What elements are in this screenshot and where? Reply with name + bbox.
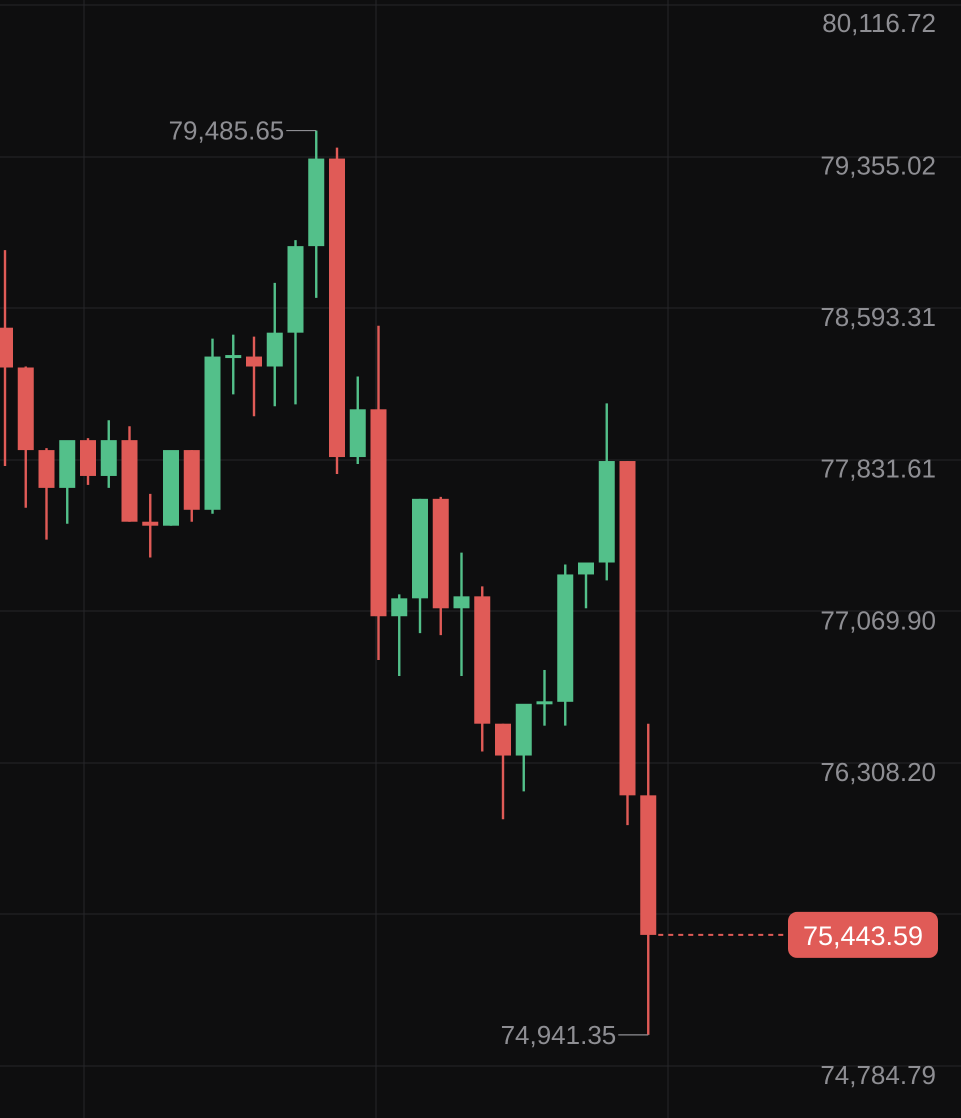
y-tick-label: 74,784.79 — [820, 1060, 936, 1090]
candle-body — [432, 498, 449, 609]
candle — [17, 366, 34, 508]
y-tick-label: 77,831.61 — [820, 454, 936, 484]
candle — [640, 723, 657, 1035]
candle — [59, 440, 76, 524]
y-tick-label: 77,069.90 — [820, 605, 936, 635]
candle — [100, 420, 117, 488]
candle — [453, 552, 470, 676]
candle-body — [536, 701, 553, 705]
candle-body — [391, 598, 408, 617]
candle-body — [412, 498, 428, 599]
candle-body — [453, 596, 470, 609]
candle — [0, 250, 13, 467]
candle — [329, 147, 345, 474]
candle — [287, 240, 304, 405]
candle — [204, 338, 221, 514]
candle-body — [163, 450, 179, 526]
max-price-label: 79,485.65 — [169, 116, 285, 146]
candle-body — [59, 440, 76, 488]
candle — [38, 448, 55, 540]
last-price-label: 75,443.59 — [803, 921, 923, 951]
candle — [308, 130, 325, 298]
candle — [432, 496, 449, 636]
candle-body — [100, 440, 117, 476]
candle — [266, 282, 283, 407]
candle-body — [0, 327, 13, 368]
candle — [474, 586, 491, 752]
candle-body — [246, 356, 262, 367]
candle-body — [515, 703, 532, 756]
candle-body — [329, 158, 345, 458]
candle-body — [38, 450, 55, 488]
candle — [412, 498, 428, 634]
candle — [80, 438, 96, 485]
candle-body — [204, 356, 221, 510]
candle — [619, 461, 636, 826]
candle-body — [474, 596, 491, 724]
candle-body — [121, 440, 138, 522]
candle-body — [80, 440, 96, 476]
candle — [142, 493, 159, 558]
candle — [246, 336, 262, 417]
candle-body — [183, 450, 200, 510]
candle — [557, 564, 574, 726]
candle — [349, 376, 366, 465]
y-tick-label: 80,116.72 — [822, 8, 936, 38]
candle — [183, 450, 200, 522]
candle-body — [349, 409, 366, 458]
annotations: 79,485.65 74,941.35 — [169, 116, 649, 1050]
candle — [391, 594, 408, 676]
candle-body — [557, 574, 574, 702]
candle — [536, 669, 553, 726]
candle-body — [578, 562, 594, 575]
min-price-label: 74,941.35 — [501, 1020, 617, 1050]
candle — [163, 450, 179, 526]
candle-body — [495, 723, 511, 756]
y-tick-label: 79,355.02 — [820, 151, 936, 181]
candle — [598, 403, 615, 581]
y-tick-label: 76,308.20 — [820, 757, 936, 787]
candle — [225, 334, 242, 395]
candle — [370, 325, 387, 661]
candle-body — [308, 158, 325, 247]
candle-body — [17, 367, 34, 451]
candle-body — [266, 332, 283, 367]
candle-body — [142, 521, 159, 526]
candle-body — [598, 461, 615, 563]
candle — [515, 703, 532, 792]
candle — [495, 723, 511, 820]
last-price-badge — [788, 911, 938, 958]
last-price-marker: 75,443.59 — [658, 911, 938, 958]
price-axis: 80,116.72 79,355.02 78,593.31 77,831.61 77,0… — [820, 8, 936, 1090]
y-tick-label: 78,593.31 — [820, 302, 936, 332]
candle-body — [287, 246, 304, 333]
candle — [578, 562, 594, 609]
candle-body — [619, 461, 636, 796]
candle-body — [640, 795, 657, 935]
candle-body — [225, 355, 242, 359]
candle-body — [370, 409, 387, 617]
candles — [0, 130, 657, 1035]
candle — [121, 426, 138, 522]
